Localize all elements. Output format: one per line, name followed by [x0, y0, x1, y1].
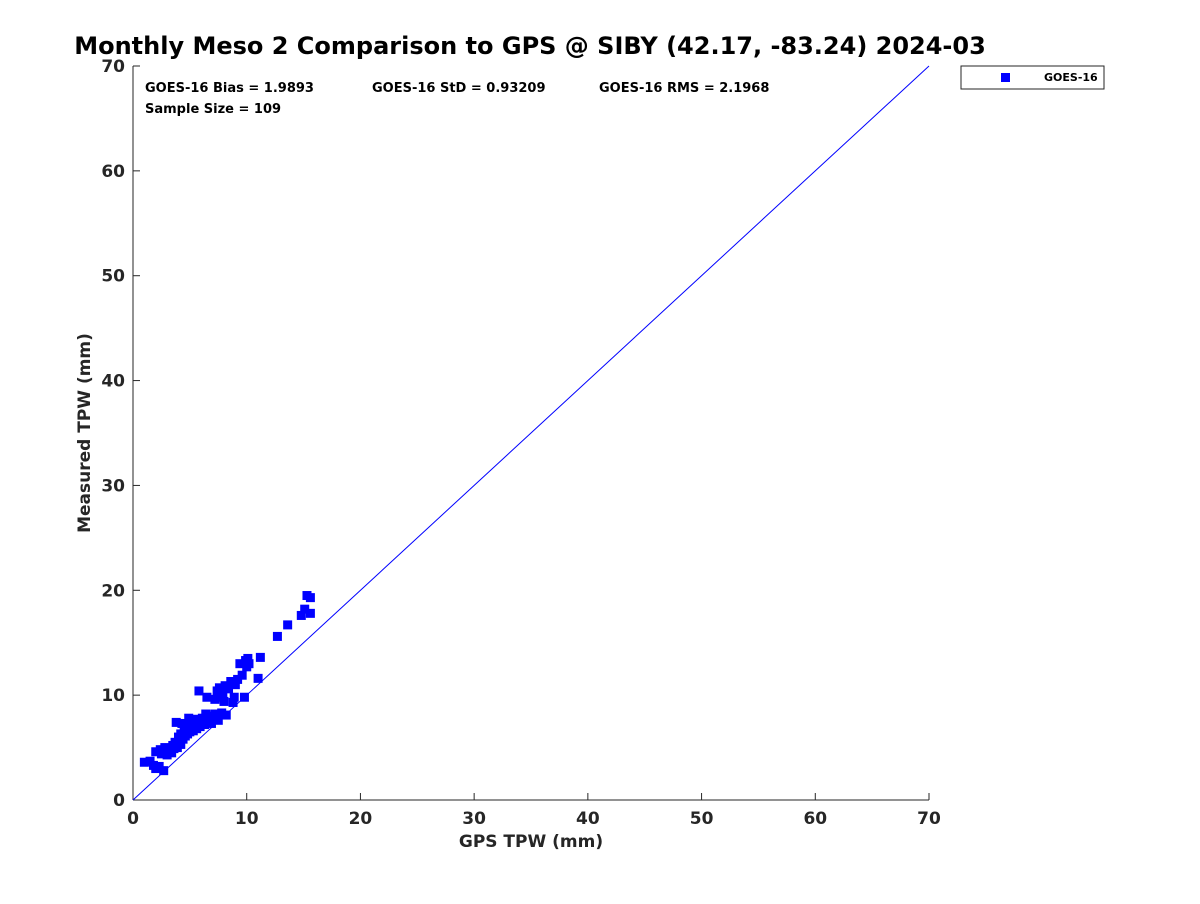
- y-tick-label: 0: [113, 791, 125, 811]
- stat-std: GOES-16 StD = 0.93209: [372, 81, 546, 96]
- data-point: [219, 696, 229, 706]
- x-tick-label: 10: [235, 809, 259, 829]
- x-tick-label: 40: [576, 809, 600, 829]
- reference-line: [132, 65, 930, 801]
- data-point: [305, 608, 315, 618]
- x-tick-label: 20: [349, 809, 373, 829]
- data-point: [255, 652, 265, 662]
- data-point: [224, 684, 234, 694]
- data-points: [139, 591, 315, 776]
- data-point: [243, 653, 253, 663]
- x-axis-label: GPS TPW (mm): [459, 832, 603, 852]
- y-tick-label: 40: [101, 372, 125, 392]
- y-axis-label: Measured TPW (mm): [75, 333, 95, 533]
- data-point: [171, 717, 181, 727]
- x-tick-label: 50: [690, 809, 714, 829]
- data-point: [244, 659, 254, 669]
- data-point: [210, 709, 220, 719]
- data-point: [154, 761, 164, 771]
- data-point: [213, 715, 223, 725]
- data-point: [218, 688, 228, 698]
- x-tick-label: 0: [127, 809, 139, 829]
- data-point: [272, 631, 282, 641]
- data-point: [305, 593, 315, 603]
- x-tick-label: 30: [462, 809, 486, 829]
- data-point: [201, 709, 211, 719]
- data-point: [233, 674, 243, 684]
- data-point: [237, 670, 247, 680]
- data-point: [202, 692, 212, 702]
- axes: 0 10 20 30 40 50 60 70 0 10 20 30 40 50 60 70: [101, 57, 941, 829]
- data-point: [296, 610, 306, 620]
- stat-sample-size: Sample Size = 109: [145, 102, 281, 117]
- data-point: [177, 718, 187, 728]
- data-point: [139, 757, 149, 767]
- data-point: [283, 620, 293, 630]
- y-tick-label: 20: [101, 581, 125, 601]
- chart-title: Monthly Meso 2 Comparison to GPS @ SIBY …: [74, 32, 986, 60]
- data-point: [221, 710, 231, 720]
- data-point: [206, 718, 216, 728]
- data-point: [159, 766, 169, 776]
- data-point: [217, 708, 227, 718]
- y-tick-label: 60: [101, 162, 125, 182]
- data-point: [195, 722, 205, 732]
- identity-line: [132, 65, 930, 801]
- y-tick-label: 50: [101, 267, 125, 287]
- stat-rms: GOES-16 RMS = 2.1968: [599, 81, 769, 96]
- legend-label: GOES-16: [1044, 71, 1098, 84]
- y-tick-label: 30: [101, 476, 125, 496]
- data-point: [214, 683, 224, 693]
- data-point: [210, 694, 220, 704]
- data-point: [230, 680, 240, 690]
- x-tick-label: 60: [803, 809, 827, 829]
- data-point: [235, 659, 245, 669]
- data-point: [253, 673, 263, 683]
- data-point: [194, 686, 204, 696]
- x-tick-label: 70: [917, 809, 941, 829]
- data-point: [228, 697, 238, 707]
- data-point: [176, 739, 186, 749]
- y-tick-label: 10: [101, 686, 125, 706]
- data-point: [160, 743, 170, 753]
- stat-bias: GOES-16 Bias = 1.9893: [145, 81, 314, 96]
- data-point: [300, 604, 310, 614]
- data-point: [151, 747, 161, 757]
- data-point: [239, 692, 249, 702]
- y-tick-label: 70: [101, 57, 125, 77]
- stats-annotations: GOES-16 Bias = 1.9893 GOES-16 StD = 0.93…: [145, 81, 769, 117]
- data-point: [229, 692, 239, 702]
- data-point: [155, 745, 165, 755]
- data-point: [226, 677, 236, 687]
- legend: GOES-16: [960, 65, 1105, 90]
- legend-box: [960, 65, 1105, 90]
- legend-marker: [1001, 73, 1010, 82]
